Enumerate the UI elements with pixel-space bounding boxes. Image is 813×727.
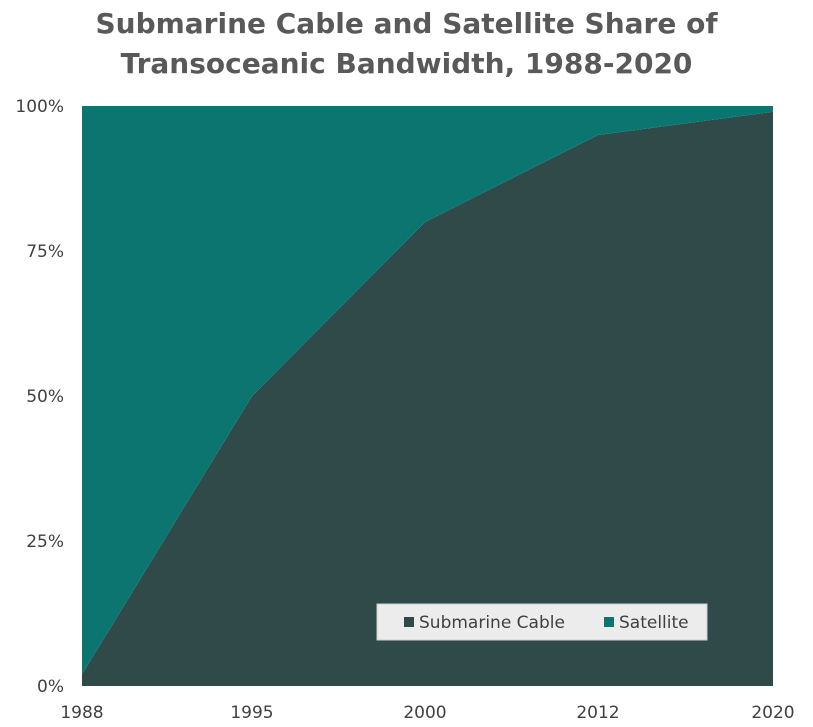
x-tick-label: 1995: [230, 703, 273, 723]
y-tick-label: 75%: [26, 242, 64, 262]
y-tick-label: 50%: [26, 387, 64, 407]
x-tick-label: 1988: [60, 703, 103, 723]
legend-label: Submarine Cable: [419, 613, 565, 633]
area-series-submarine-cable: [82, 111, 773, 687]
chart-title: Submarine Cable and Satellite Share of T…: [0, 4, 813, 84]
y-tick-label: 25%: [26, 532, 64, 552]
x-axis: 1988 1995 2000 2012 2020: [60, 703, 794, 723]
chart-title-line-1: Submarine Cable and Satellite Share of: [95, 7, 718, 40]
x-tick-label: 2012: [576, 703, 619, 723]
legend-label: Satellite: [619, 613, 689, 633]
x-tick-label: 2000: [403, 703, 446, 723]
area-series-satellite: [82, 106, 773, 675]
y-tick-label: 0%: [37, 677, 64, 697]
legend: Submarine Cable Satellite: [376, 603, 708, 641]
legend-box: [376, 603, 708, 641]
plot-area: [82, 106, 773, 687]
legend-swatch: [604, 617, 614, 627]
x-tick-label: 2020: [751, 703, 794, 723]
y-tick-label: 100%: [15, 97, 64, 117]
chart-title-line-2: Transoceanic Bandwidth, 1988-2020: [120, 47, 693, 80]
legend-swatch: [404, 617, 414, 627]
y-axis: 0% 25% 50% 75% 100%: [15, 97, 64, 697]
